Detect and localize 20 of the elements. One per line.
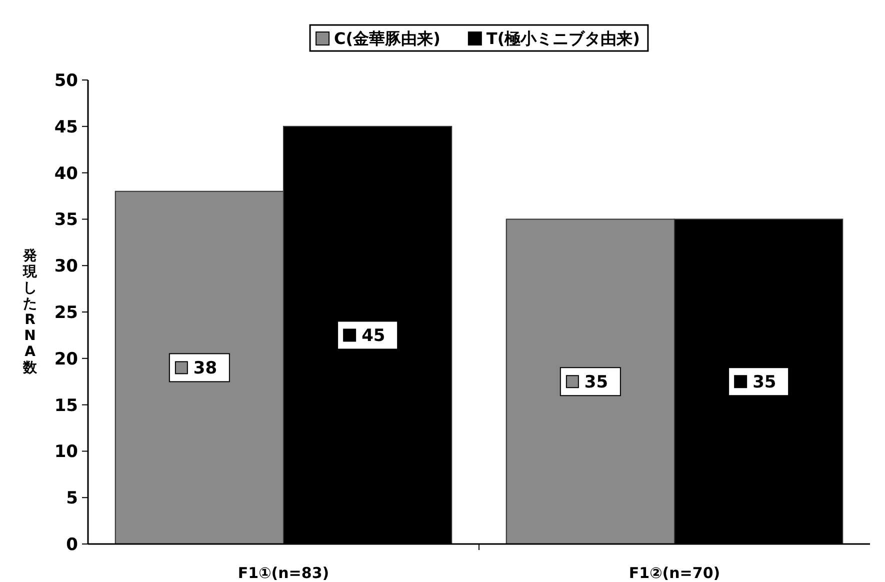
x-tick-label: F1①(n=83) bbox=[238, 564, 330, 582]
y-tick-label: 35 bbox=[54, 210, 78, 230]
data-label: 45 bbox=[362, 326, 386, 346]
y-axis-title: 発現したRNA数 bbox=[22, 248, 38, 376]
legend-label: C(金華豚由来) bbox=[334, 29, 440, 48]
y-tick-label: 45 bbox=[54, 117, 78, 138]
data-label: 35 bbox=[752, 372, 776, 393]
y-tick-label: 50 bbox=[54, 71, 78, 91]
y-tick-label: 40 bbox=[54, 164, 78, 184]
y-tick-label: 5 bbox=[66, 488, 78, 509]
y-tick-label: 0 bbox=[66, 535, 78, 555]
y-tick-label: 15 bbox=[54, 396, 78, 416]
data-label: 35 bbox=[584, 372, 608, 393]
y-tick-label: 25 bbox=[54, 303, 78, 323]
y-tick-label: 20 bbox=[54, 349, 78, 370]
y-tick-label: 30 bbox=[54, 256, 78, 277]
data-label: 38 bbox=[193, 358, 218, 379]
legend-label: T(極小ミニブタ由来) bbox=[486, 29, 640, 48]
y-tick-label: 10 bbox=[54, 442, 78, 462]
x-tick-label: F1②(n=70) bbox=[628, 564, 720, 582]
